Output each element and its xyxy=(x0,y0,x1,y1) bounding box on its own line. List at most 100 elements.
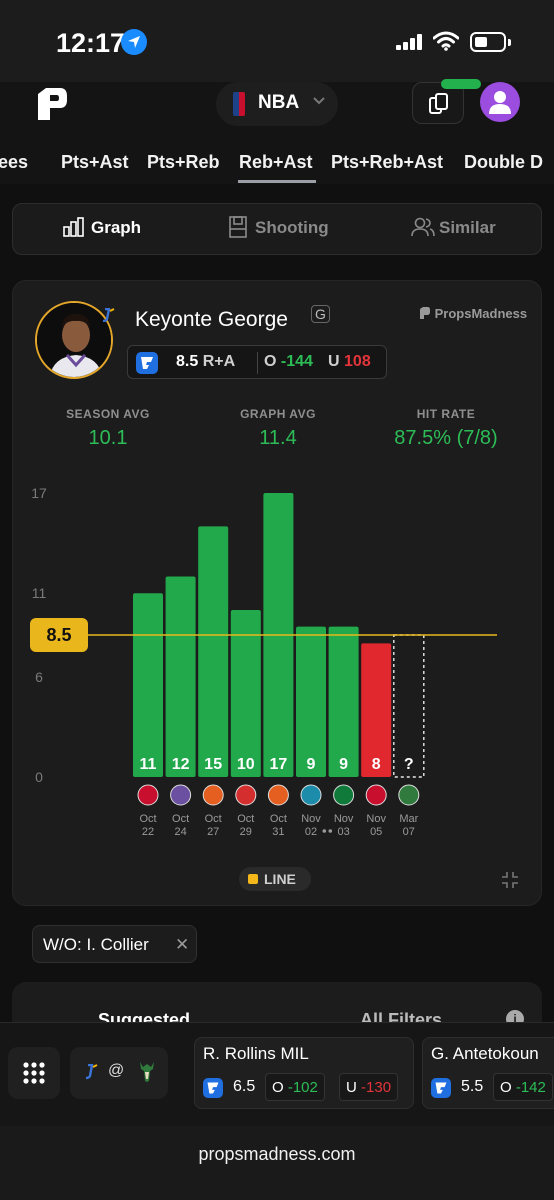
jazz-logo-icon xyxy=(85,1064,98,1080)
chevron-down-icon xyxy=(313,97,325,105)
prop-card-antetokounmpo[interactable]: G. Antetokoun 5.5 O -142 xyxy=(422,1037,554,1109)
opponent-logo-icon xyxy=(202,784,224,806)
cellular-signal-icon xyxy=(396,34,424,50)
date-month-label: Oct xyxy=(205,813,222,825)
season-avg-value: 10.1 xyxy=(88,427,128,449)
similar-tab[interactable]: Similar xyxy=(411,217,496,238)
bar xyxy=(198,526,229,777)
prop-card-rollins[interactable]: R. Rollins MIL 6.5 O -102 U -130 xyxy=(194,1037,414,1109)
date-month-label: Oct xyxy=(237,813,254,825)
collapse-icon[interactable] xyxy=(501,871,519,889)
filter-chip-label: W/O: I. Collier xyxy=(43,935,149,954)
date-day-label: 03 xyxy=(337,826,349,838)
active-tab-indicator xyxy=(238,180,316,183)
propsmadness-small-logo-icon xyxy=(420,307,430,319)
jazz-logo-icon xyxy=(102,308,115,322)
prop-line-badge xyxy=(30,618,88,652)
over-odds: O -144 xyxy=(264,353,313,370)
y-tick-label: 11 xyxy=(32,585,47,601)
cards-icon xyxy=(429,93,448,114)
betslip-button[interactable] xyxy=(412,79,481,124)
brand-name: PropsMadness xyxy=(434,306,528,321)
date-day-label: 27 xyxy=(207,826,219,838)
prop-line: 6.5 xyxy=(233,1078,256,1095)
over-button[interactable]: O -142 xyxy=(493,1073,553,1101)
tab-double-double[interactable]: Double D xyxy=(464,152,543,172)
app-header: NBA xyxy=(0,79,554,142)
position-tag: G xyxy=(311,305,330,323)
date-month-label: Oct xyxy=(270,813,287,825)
opponent-logo-icon xyxy=(267,784,289,806)
date-day-label: 24 xyxy=(174,826,186,838)
prop-player-name: R. Rollins MIL xyxy=(203,1044,309,1063)
menu-grid-button[interactable] xyxy=(8,1047,60,1099)
over-button[interactable]: O -102 xyxy=(265,1073,325,1101)
betslip-badge xyxy=(441,79,481,89)
brand-watermark: PropsMadness xyxy=(419,306,527,321)
wifi-icon xyxy=(433,31,459,51)
bar xyxy=(296,626,326,777)
prop-line-pill[interactable]: 8.5 R+A O -144 U 108 xyxy=(127,345,387,379)
opponent-logo-icon xyxy=(235,784,257,806)
bar-value-label: 9 xyxy=(339,756,348,773)
under-odds: U 108 xyxy=(328,353,371,370)
tab-reb-ast[interactable]: Reb+Ast xyxy=(239,152,313,172)
back-to-back-dot xyxy=(328,829,333,833)
bar-value-label: 9 xyxy=(307,756,316,773)
bar xyxy=(361,643,392,777)
player-photo xyxy=(35,301,113,379)
bar-value-label: ? xyxy=(404,756,414,773)
graph-tab[interactable]: Graph xyxy=(63,217,142,238)
location-arrow-icon xyxy=(121,29,147,55)
tab-threes[interactable]: ees xyxy=(0,152,29,172)
tab-pts-reb[interactable]: Pts+Reb xyxy=(147,152,220,172)
shooting-tab[interactable]: Shooting xyxy=(229,216,329,238)
remove-filter-icon[interactable]: ✕ xyxy=(175,935,190,954)
status-bar: 12:17 xyxy=(0,0,554,82)
graph-tab-label: Graph xyxy=(91,218,142,237)
opponent-logo-icon xyxy=(300,784,322,806)
opponent-logo-icon xyxy=(398,784,420,806)
line-legend: LINE xyxy=(239,867,311,891)
users-icon xyxy=(411,217,435,237)
fanduel-icon xyxy=(136,352,158,374)
league-selector[interactable]: NBA xyxy=(216,82,338,126)
date-day-label: 05 xyxy=(370,826,382,838)
bar-value-label: 15 xyxy=(204,756,222,773)
bar-chart-icon xyxy=(63,217,84,237)
bar-value-label: 12 xyxy=(172,756,190,773)
battery-icon xyxy=(470,32,511,52)
under-button[interactable]: U -130 xyxy=(339,1073,399,1101)
date-month-label: Nov xyxy=(301,813,321,825)
line-legend-swatch xyxy=(248,874,258,884)
y-tick-label: 0 xyxy=(35,769,43,785)
similar-tab-label: Similar xyxy=(439,218,496,237)
bar-value-label: 17 xyxy=(270,756,288,773)
bucks-logo-icon xyxy=(140,1062,154,1082)
date-month-label: Mar xyxy=(399,813,418,825)
prop-line: 8.5 R+A xyxy=(176,353,236,370)
season-avg-label: SEASON AVG xyxy=(66,407,150,421)
filter-chip-without-player[interactable]: W/O: I. Collier ✕ xyxy=(32,925,197,963)
matchup-at: @ xyxy=(108,1062,125,1079)
bar xyxy=(230,609,261,777)
tab-pts-reb-ast[interactable]: Pts+Reb+Ast xyxy=(331,152,444,172)
opponent-logo-icon xyxy=(170,784,192,806)
matchup-button[interactable]: @ xyxy=(70,1047,168,1099)
fanduel-icon xyxy=(431,1078,451,1098)
prop-player-name: G. Antetokoun xyxy=(431,1044,539,1063)
propsmadness-logo-icon[interactable] xyxy=(36,86,68,122)
tab-pts-ast[interactable]: Pts+Ast xyxy=(61,152,129,172)
date-day-label: 02 xyxy=(305,826,317,838)
nba-logo-icon xyxy=(233,92,245,116)
date-day-label: 22 xyxy=(142,826,154,838)
browser-url-bar[interactable]: propsmadness.com xyxy=(0,1126,554,1200)
back-to-back-dot xyxy=(322,829,327,833)
player-card: Keyonte George G PropsMadness 8.5 R+A O … xyxy=(12,280,542,906)
y-tick-label: 6 xyxy=(35,669,43,685)
bottom-prop-bar: @ R. Rollins MIL 6.5 O -102 U -130 G. An… xyxy=(0,1022,554,1126)
user-avatar[interactable] xyxy=(480,82,520,122)
bar-value-label: 8 xyxy=(372,756,381,773)
graph-avg-value: 11.4 xyxy=(259,427,297,449)
prop-line: 5.5 xyxy=(461,1078,484,1095)
